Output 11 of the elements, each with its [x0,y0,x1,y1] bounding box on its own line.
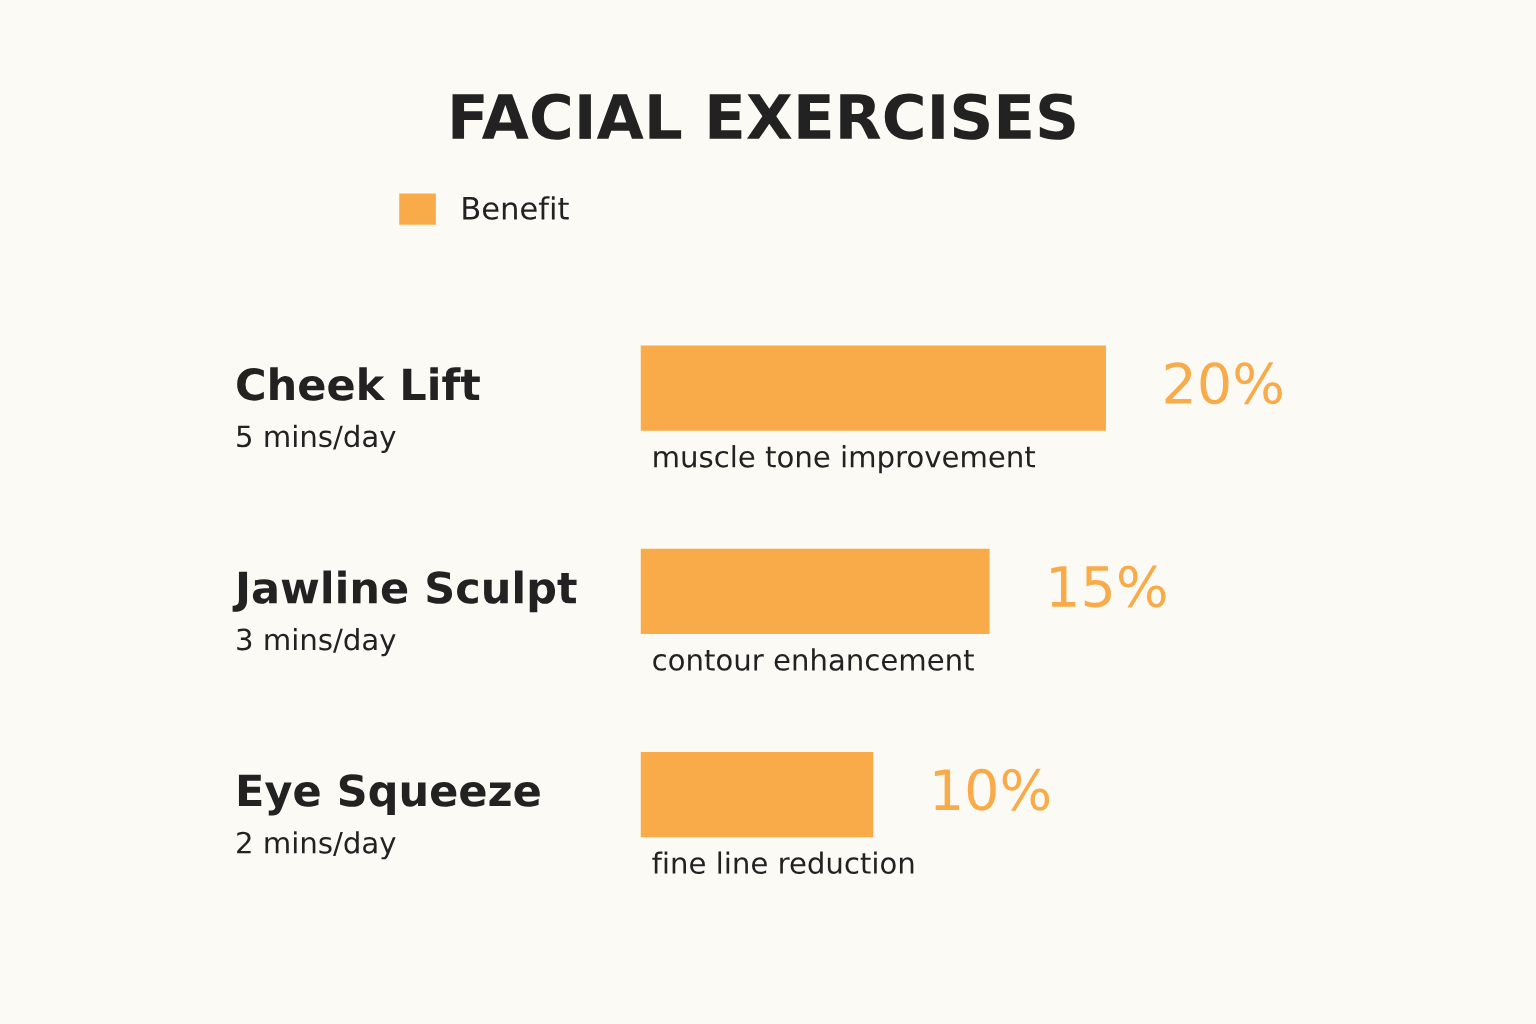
y-tick-label: Eye Squeeze 2 mins/day [237,774,540,860]
annotation: fine line reduction [652,851,914,875]
legend-label: Benefit [463,196,569,220]
data-label: 20% [1165,362,1282,405]
annotation: muscle tone improvement [654,445,1036,474]
chart-title: FACIAL EXERCISES [452,93,1075,140]
data-label: 10% [934,768,1050,811]
data-label: 15% [1051,565,1166,608]
y-tick-label: Cheek Lift 5 mins/day [237,367,480,453]
annotation: contour enhancement [653,648,974,671]
y-tick-label: Jawline Sculpt 3 mins/day [232,570,577,657]
